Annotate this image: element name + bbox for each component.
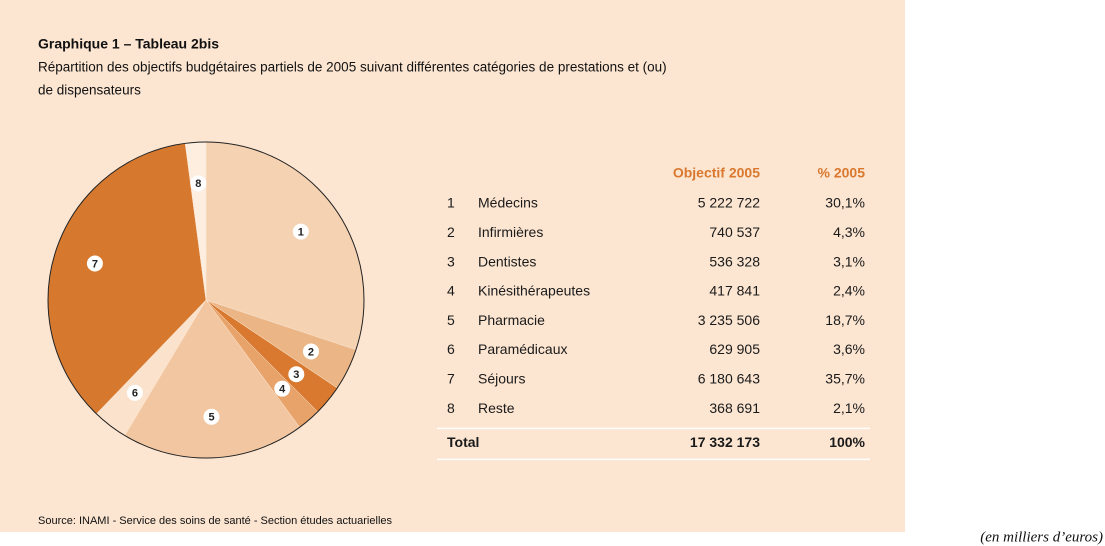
table-cell: 7 (447, 371, 455, 387)
table-cell: Paramédicaux (478, 341, 568, 357)
table-cell: Kinésithérapeutes (478, 283, 590, 299)
subtitle: de dispensateurs (38, 83, 141, 98)
slice-label-badge (86, 255, 103, 272)
table-cell: 3,1% (833, 253, 865, 269)
slice-label: 8 (195, 178, 201, 190)
table-cell: 740 537 (709, 224, 760, 240)
table-cell: 30,1% (825, 195, 865, 211)
subtitle: Répartition des objectifs budgétaires pa… (38, 60, 667, 75)
source: Source: INAMI - Service des soins de san… (38, 515, 393, 527)
table-cell: 1 (447, 195, 455, 211)
table-cell: Séjours (478, 371, 525, 387)
table-cell: Dentistes (478, 253, 536, 269)
slice-label-badge (190, 175, 207, 192)
table-cell: 5 (447, 312, 455, 328)
table-cell: 6 (447, 341, 455, 357)
table-cell: 2,1% (833, 400, 865, 416)
table-cell: 3,6% (833, 341, 865, 357)
slice-label: 2 (308, 346, 314, 358)
table-cell: 417 841 (709, 283, 760, 299)
table-cell: 35,7% (825, 371, 865, 387)
table-total: 17 332 173 (690, 434, 760, 450)
slice-label-badge (302, 343, 319, 360)
slice-label-badge (288, 366, 305, 383)
slice-label: 1 (298, 226, 304, 238)
table-cell: 2,4% (833, 283, 865, 299)
table-cell: 629 905 (709, 341, 760, 357)
slice-label: 3 (293, 369, 299, 381)
table-cell: Reste (478, 400, 515, 416)
table-header: Objectif 2005 (673, 165, 760, 181)
table-total: 100% (829, 434, 865, 450)
slice-label: 7 (92, 258, 98, 270)
slice-label: 4 (279, 384, 286, 396)
table-cell: 5 222 722 (698, 195, 760, 211)
table-cell: 4,3% (833, 224, 865, 240)
table-cell: 368 691 (709, 400, 760, 416)
slice-label-badge (203, 408, 220, 425)
table-cell: 4 (447, 283, 455, 299)
slice-label: 5 (208, 412, 214, 424)
table-cell: 3 (447, 253, 455, 269)
table-cell: Infirmières (478, 224, 543, 240)
table-cell: 8 (447, 400, 455, 416)
pie-outline (47, 141, 365, 459)
table-cell: 3 235 506 (698, 312, 760, 328)
table-cell: 18,7% (825, 312, 865, 328)
table-cell: Médecins (478, 195, 538, 211)
table-cell: Pharmacie (478, 312, 545, 328)
slice-label: 6 (132, 388, 138, 400)
table-header: % 2005 (818, 165, 866, 181)
slice-label-badge (126, 384, 143, 401)
table-total: Total (447, 434, 479, 450)
table-cell: 536 328 (709, 253, 760, 269)
table-cell: 6 180 643 (698, 371, 760, 387)
title: Graphique 1 – Tableau 2bis (38, 36, 219, 52)
slice-label-badge (292, 223, 309, 240)
table-cell: 2 (447, 224, 455, 240)
unit-note: (en milliers d’euros) (980, 529, 1103, 545)
slice-label-badge (274, 380, 291, 397)
